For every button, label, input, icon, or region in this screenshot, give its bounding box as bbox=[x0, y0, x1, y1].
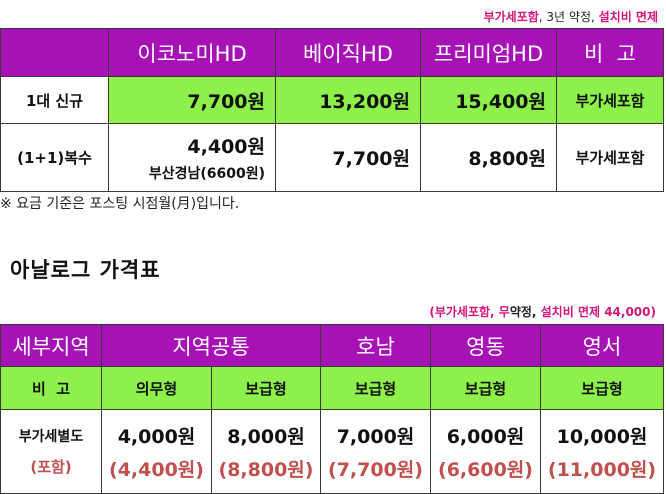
subheader-basic-1: 보급형 bbox=[211, 366, 321, 410]
header-region: 세부지역 bbox=[0, 324, 102, 367]
subheader-basic-3: 보급형 bbox=[430, 366, 541, 410]
remark-single: 부가세포함 bbox=[556, 76, 664, 124]
row-label-multi: (1+1)복수 bbox=[0, 123, 109, 192]
header-yeongseo: 영서 bbox=[540, 324, 664, 367]
price-premium-single: 15,400원 bbox=[420, 76, 557, 124]
subheader-basic-4: 보급형 bbox=[540, 366, 664, 410]
table2-note: (부가세포함, 무약정, 설치비 면제 44,000) bbox=[429, 305, 656, 319]
price-common-mandatory: 4,000원 (4,400원) bbox=[101, 409, 212, 494]
digital-price-table: 이코노미HD 베이직HD 프리미엄HD 비 고 1대 신규 7,700원 13,… bbox=[0, 28, 664, 192]
price-economy-multi: 4,400원 bbox=[187, 136, 265, 158]
price-basic-single: 13,200원 bbox=[275, 76, 421, 124]
analog-price-title: 아날로그 가격표 bbox=[10, 258, 161, 282]
table1-note: 부가세포함, 3년 약정, 설치비 면제 bbox=[483, 10, 658, 24]
price-economy-single: 7,700원 bbox=[108, 76, 276, 124]
footnote: ※ 요금 기준은 포스팅 시점월(月)입니다. bbox=[0, 196, 240, 212]
header-economy-hd: 이코노미HD bbox=[108, 28, 276, 77]
header-empty bbox=[0, 28, 109, 77]
header-yeongdong: 영동 bbox=[430, 324, 541, 367]
price-economy-multi-busan: 부산경남(6600원) bbox=[148, 166, 265, 182]
subheader-mandatory: 의무형 bbox=[101, 366, 212, 410]
price-economy-multi-cell: 4,400원 부산경남(6600원) bbox=[108, 123, 276, 192]
price-premium-multi: 8,800원 bbox=[420, 123, 557, 192]
header-common: 지역공통 bbox=[101, 324, 321, 367]
remark-multi: 부가세포함 bbox=[556, 123, 664, 192]
subheader-remarks: 비 고 bbox=[0, 366, 102, 410]
header-premium-hd: 프리미엄HD bbox=[420, 28, 557, 77]
row-label-single-new: 1대 신규 bbox=[0, 76, 109, 124]
price-basic-multi: 7,700원 bbox=[275, 123, 421, 192]
analog-price-table: 세부지역 지역공통 호남 영동 영서 비 고 의무형 보급형 보급형 보급형 보… bbox=[0, 324, 664, 494]
price-common-basic: 8,000원 (8,800원) bbox=[211, 409, 321, 494]
price-yeongdong: 6,000원 (6,600원) bbox=[430, 409, 541, 494]
price-yeongseo: 10,000원 (11,000원) bbox=[540, 409, 664, 494]
header-basic-hd: 베이직HD bbox=[275, 28, 421, 77]
header-remarks: 비 고 bbox=[556, 28, 664, 77]
subheader-basic-2: 보급형 bbox=[320, 366, 431, 410]
price-honam: 7,000원 (7,700원) bbox=[320, 409, 431, 494]
row-label-vat: 부가세별도 (포함) bbox=[0, 409, 102, 494]
header-honam: 호남 bbox=[320, 324, 431, 367]
